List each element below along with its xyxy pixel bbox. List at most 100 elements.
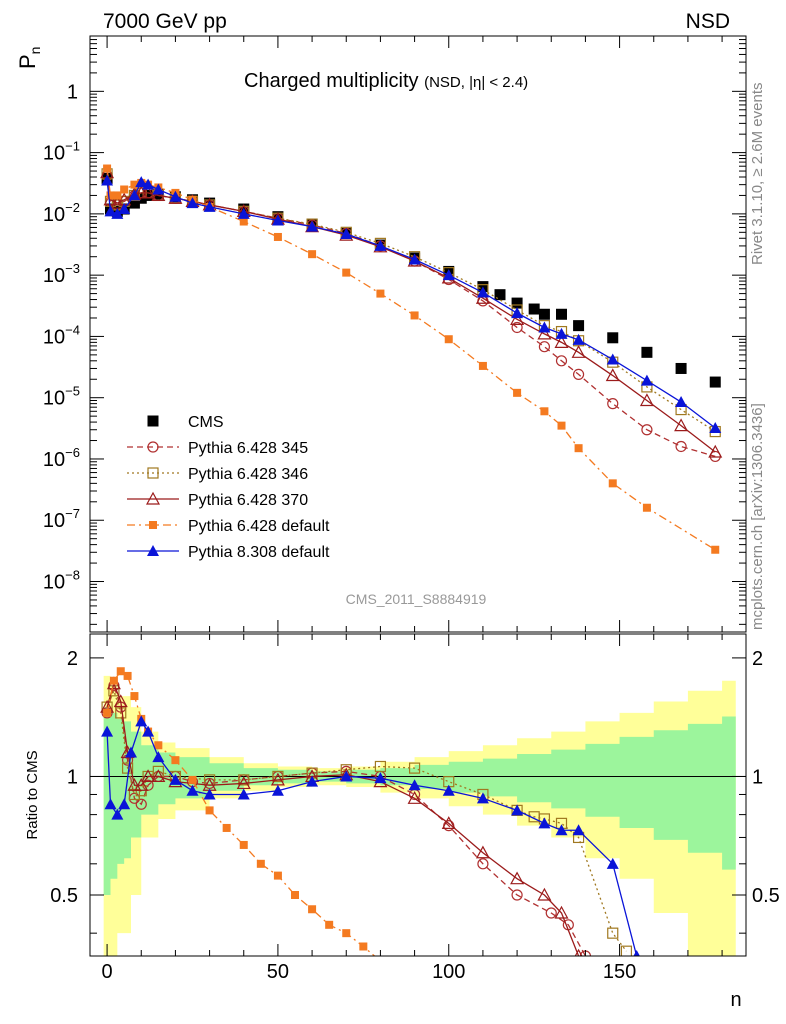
legend-marker	[145, 491, 161, 505]
data-point	[511, 297, 523, 309]
ratio-point	[125, 746, 137, 758]
legend-item-pythia-6-428-345: Pythia 6.428 345	[127, 440, 308, 457]
data-point	[142, 189, 154, 201]
ratio-point	[154, 741, 163, 750]
ratio-point	[359, 942, 368, 951]
data-point	[556, 308, 567, 320]
ratio-point	[238, 774, 250, 786]
ratio-series-pythia-6-428-370	[100, 676, 583, 956]
data-point	[538, 341, 551, 353]
ratio-point	[239, 840, 248, 849]
ratio-point	[141, 769, 156, 783]
data-point	[273, 232, 282, 241]
ratio-point	[342, 929, 351, 938]
ratio-point	[171, 756, 180, 765]
x-tick-label: 0	[102, 961, 113, 983]
ratio-point	[103, 708, 112, 717]
main-panel-ticks	[90, 35, 746, 632]
ratio-point	[408, 779, 421, 791]
data-point	[708, 444, 723, 458]
data-point	[606, 353, 619, 365]
data-point	[573, 320, 585, 332]
data-point	[639, 393, 654, 407]
ratio-point	[152, 751, 165, 763]
ratio-line	[106, 670, 376, 956]
data-point	[476, 286, 489, 298]
energy-label: 7000 GeV pp	[103, 10, 227, 33]
ratio-point	[376, 957, 384, 965]
data-point	[169, 190, 182, 202]
data-point	[340, 227, 353, 239]
y-tick-label: 10−3	[43, 261, 80, 287]
ratio-point	[538, 817, 551, 829]
legend-label: CMS	[188, 414, 224, 431]
ratio-point	[135, 715, 148, 727]
ratio-point	[306, 775, 319, 787]
ratio-point	[237, 788, 250, 800]
ratio-point	[118, 798, 131, 810]
ratio-y-tick-label: 1	[67, 766, 78, 788]
data-point	[120, 185, 129, 194]
data-point	[306, 220, 319, 232]
ratio-point	[633, 950, 640, 956]
data-point	[528, 303, 540, 315]
ratio-point	[291, 890, 299, 899]
data-point	[642, 503, 651, 512]
ratio-point	[606, 857, 619, 869]
ratio-point	[545, 907, 557, 919]
data-point	[376, 289, 385, 298]
series-line	[106, 180, 716, 429]
ratio-y-tick-label-right: 0.5	[752, 885, 780, 907]
data-point	[141, 185, 156, 199]
ratio-point	[374, 772, 387, 784]
ratio-point	[475, 845, 490, 859]
data-point	[511, 321, 523, 334]
legend-item-pythia-6-428-default: Pythia 6.428 default	[127, 518, 330, 535]
ratio-uncertainty-bands	[103, 675, 736, 956]
data-point	[574, 444, 583, 453]
data-point	[607, 332, 619, 344]
legend-item-pythia-6-428-370: Pythia 6.428 370	[127, 491, 308, 509]
y-tick-label: 10−5	[43, 384, 80, 410]
data-point	[152, 183, 165, 195]
ratio-point	[205, 806, 214, 815]
y-tick-label: 10−8	[43, 568, 80, 594]
source-label: mcplots.cern.ch [arXiv:1306.3436]	[749, 403, 766, 630]
data-point	[308, 250, 317, 259]
ratio-point	[127, 777, 142, 791]
legend: CMS Pythia 6.428 345 Pythia 6.428 346 Pythi…	[127, 414, 330, 561]
data-point	[640, 374, 653, 386]
y-tick-label: 1	[67, 81, 78, 103]
ratio-point	[308, 905, 317, 914]
y-axis-label-sub: n	[27, 47, 43, 55]
data-point	[342, 268, 351, 277]
data-point	[641, 424, 653, 436]
x-tick-labels: 0 50 100 150	[102, 961, 637, 983]
data-point	[128, 197, 140, 209]
data-point	[410, 311, 419, 320]
legend-item-pythia-8-308-default: Pythia 8.308 default	[127, 544, 330, 561]
data-point	[538, 321, 551, 333]
ratio-point	[123, 671, 132, 680]
ratio-point	[121, 762, 134, 774]
legend-label: Pythia 6.428 default	[188, 518, 330, 535]
data-point	[101, 174, 114, 186]
ratio-point	[111, 808, 124, 820]
chart-title-main: Charged multiplicity	[244, 70, 419, 92]
data-point	[374, 239, 387, 251]
data-point	[239, 217, 248, 226]
ratio-point	[169, 773, 182, 785]
y-tick-label: 10−7	[43, 506, 80, 532]
ratio-line	[106, 683, 586, 956]
data-point	[134, 185, 149, 199]
ratio-point	[222, 823, 231, 832]
analysis-watermark: CMS_2011_S8884919	[346, 591, 487, 607]
ratio-point	[115, 707, 127, 719]
ratio-panel-ticks	[90, 634, 746, 956]
data-point	[135, 176, 148, 188]
ratio-point	[554, 905, 569, 919]
uncertainty-band-outer	[103, 675, 736, 956]
chart-subtitle: (NSD, |η| < 2.4)	[424, 74, 528, 91]
ratio-point	[620, 945, 633, 956]
